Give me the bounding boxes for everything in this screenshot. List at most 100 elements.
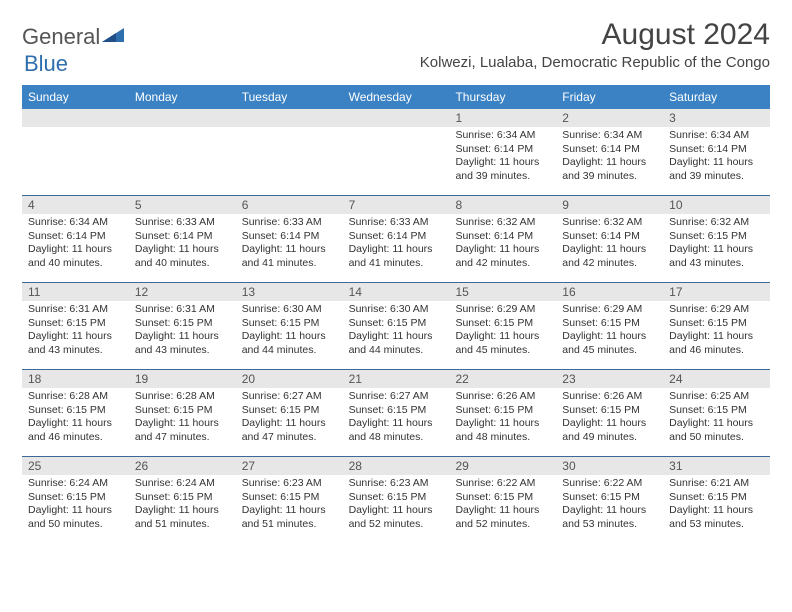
day-number: 23 [556,370,663,388]
weeks-container: 1Sunrise: 6:34 AMSunset: 6:14 PMDaylight… [22,109,770,543]
sunset-text: Sunset: 6:14 PM [562,230,657,244]
day-body: Sunrise: 6:27 AMSunset: 6:15 PMDaylight:… [236,388,343,449]
day-number: 7 [343,196,450,214]
day-cell: 10Sunrise: 6:32 AMSunset: 6:15 PMDayligh… [663,196,770,282]
sunrise-text: Sunrise: 6:23 AM [349,477,444,491]
day-number: 26 [129,457,236,475]
sunset-text: Sunset: 6:14 PM [135,230,230,244]
sunrise-text: Sunrise: 6:28 AM [28,390,123,404]
daylight-text: Daylight: 11 hours and 39 minutes. [669,156,764,183]
day-body: Sunrise: 6:34 AMSunset: 6:14 PMDaylight:… [449,127,556,188]
day-cell: 17Sunrise: 6:29 AMSunset: 6:15 PMDayligh… [663,283,770,369]
day-number: 30 [556,457,663,475]
daylight-text: Daylight: 11 hours and 44 minutes. [349,330,444,357]
day-body: Sunrise: 6:29 AMSunset: 6:15 PMDaylight:… [663,301,770,362]
location-subtitle: Kolwezi, Lualaba, Democratic Republic of… [420,54,770,71]
day-body: Sunrise: 6:31 AMSunset: 6:15 PMDaylight:… [22,301,129,362]
daylight-text: Daylight: 11 hours and 39 minutes. [562,156,657,183]
daylight-text: Daylight: 11 hours and 46 minutes. [28,417,123,444]
sunset-text: Sunset: 6:15 PM [28,491,123,505]
sunrise-text: Sunrise: 6:22 AM [455,477,550,491]
sunset-text: Sunset: 6:15 PM [135,491,230,505]
day-body: Sunrise: 6:33 AMSunset: 6:14 PMDaylight:… [236,214,343,275]
sunset-text: Sunset: 6:14 PM [349,230,444,244]
day-body: Sunrise: 6:30 AMSunset: 6:15 PMDaylight:… [343,301,450,362]
day-cell: 7Sunrise: 6:33 AMSunset: 6:14 PMDaylight… [343,196,450,282]
sunrise-text: Sunrise: 6:34 AM [28,216,123,230]
day-body [343,127,450,133]
sunset-text: Sunset: 6:15 PM [669,317,764,331]
day-cell: 5Sunrise: 6:33 AMSunset: 6:14 PMDaylight… [129,196,236,282]
weekday-thursday: Thursday [449,85,556,109]
sunrise-text: Sunrise: 6:29 AM [455,303,550,317]
sunrise-text: Sunrise: 6:30 AM [349,303,444,317]
week-row: 4Sunrise: 6:34 AMSunset: 6:14 PMDaylight… [22,195,770,282]
day-number [236,109,343,127]
sunrise-text: Sunrise: 6:24 AM [135,477,230,491]
daylight-text: Daylight: 11 hours and 49 minutes. [562,417,657,444]
day-body [236,127,343,133]
day-cell: 20Sunrise: 6:27 AMSunset: 6:15 PMDayligh… [236,370,343,456]
day-cell: 19Sunrise: 6:28 AMSunset: 6:15 PMDayligh… [129,370,236,456]
brand-part1: General [22,24,100,50]
day-body: Sunrise: 6:32 AMSunset: 6:14 PMDaylight:… [449,214,556,275]
daylight-text: Daylight: 11 hours and 53 minutes. [562,504,657,531]
daylight-text: Daylight: 11 hours and 41 minutes. [242,243,337,270]
day-body: Sunrise: 6:23 AMSunset: 6:15 PMDaylight:… [236,475,343,536]
day-cell: 8Sunrise: 6:32 AMSunset: 6:14 PMDaylight… [449,196,556,282]
day-body: Sunrise: 6:29 AMSunset: 6:15 PMDaylight:… [556,301,663,362]
daylight-text: Daylight: 11 hours and 42 minutes. [455,243,550,270]
day-body [129,127,236,133]
sunset-text: Sunset: 6:15 PM [28,317,123,331]
day-cell: 23Sunrise: 6:26 AMSunset: 6:15 PMDayligh… [556,370,663,456]
sunrise-text: Sunrise: 6:34 AM [669,129,764,143]
day-number: 24 [663,370,770,388]
day-cell: 27Sunrise: 6:23 AMSunset: 6:15 PMDayligh… [236,457,343,543]
day-cell [236,109,343,195]
daylight-text: Daylight: 11 hours and 43 minutes. [28,330,123,357]
daylight-text: Daylight: 11 hours and 53 minutes. [669,504,764,531]
week-row: 11Sunrise: 6:31 AMSunset: 6:15 PMDayligh… [22,282,770,369]
sunrise-text: Sunrise: 6:25 AM [669,390,764,404]
sunset-text: Sunset: 6:14 PM [455,143,550,157]
day-body: Sunrise: 6:22 AMSunset: 6:15 PMDaylight:… [449,475,556,536]
sunrise-text: Sunrise: 6:32 AM [455,216,550,230]
daylight-text: Daylight: 11 hours and 42 minutes. [562,243,657,270]
day-body: Sunrise: 6:23 AMSunset: 6:15 PMDaylight:… [343,475,450,536]
day-body: Sunrise: 6:26 AMSunset: 6:15 PMDaylight:… [449,388,556,449]
month-title: August 2024 [420,18,770,52]
sunrise-text: Sunrise: 6:23 AM [242,477,337,491]
sunset-text: Sunset: 6:15 PM [135,404,230,418]
day-cell: 3Sunrise: 6:34 AMSunset: 6:14 PMDaylight… [663,109,770,195]
daylight-text: Daylight: 11 hours and 45 minutes. [455,330,550,357]
day-body: Sunrise: 6:33 AMSunset: 6:14 PMDaylight:… [129,214,236,275]
day-body: Sunrise: 6:24 AMSunset: 6:15 PMDaylight:… [22,475,129,536]
daylight-text: Daylight: 11 hours and 44 minutes. [242,330,337,357]
day-cell [22,109,129,195]
sunrise-text: Sunrise: 6:33 AM [242,216,337,230]
sunrise-text: Sunrise: 6:34 AM [562,129,657,143]
day-body: Sunrise: 6:22 AMSunset: 6:15 PMDaylight:… [556,475,663,536]
daylight-text: Daylight: 11 hours and 43 minutes. [669,243,764,270]
daylight-text: Daylight: 11 hours and 43 minutes. [135,330,230,357]
day-cell: 18Sunrise: 6:28 AMSunset: 6:15 PMDayligh… [22,370,129,456]
sunset-text: Sunset: 6:15 PM [455,491,550,505]
sunrise-text: Sunrise: 6:24 AM [28,477,123,491]
day-cell: 31Sunrise: 6:21 AMSunset: 6:15 PMDayligh… [663,457,770,543]
day-body: Sunrise: 6:21 AMSunset: 6:15 PMDaylight:… [663,475,770,536]
day-number: 5 [129,196,236,214]
sunset-text: Sunset: 6:15 PM [455,317,550,331]
day-number: 1 [449,109,556,127]
daylight-text: Daylight: 11 hours and 40 minutes. [135,243,230,270]
sunrise-text: Sunrise: 6:27 AM [349,390,444,404]
daylight-text: Daylight: 11 hours and 47 minutes. [135,417,230,444]
sunset-text: Sunset: 6:15 PM [242,491,337,505]
day-number: 2 [556,109,663,127]
day-number: 29 [449,457,556,475]
day-number [22,109,129,127]
day-body: Sunrise: 6:27 AMSunset: 6:15 PMDaylight:… [343,388,450,449]
sunset-text: Sunset: 6:15 PM [349,404,444,418]
title-block: August 2024 Kolwezi, Lualaba, Democratic… [420,18,770,71]
day-cell: 15Sunrise: 6:29 AMSunset: 6:15 PMDayligh… [449,283,556,369]
day-number [343,109,450,127]
